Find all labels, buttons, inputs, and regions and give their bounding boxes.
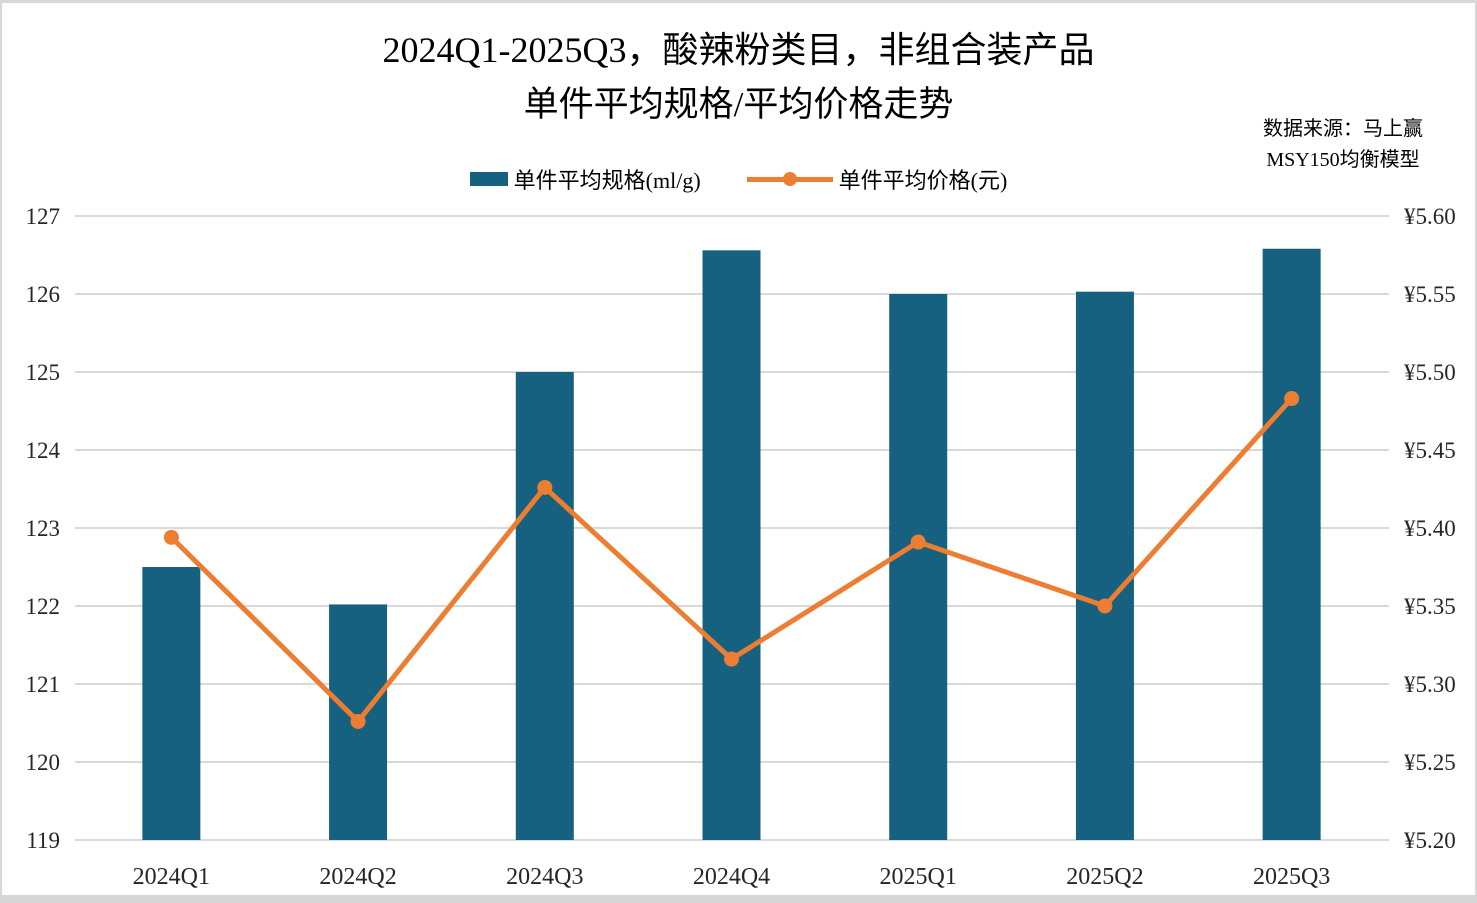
data-source-note: 数据来源：马上赢 MSY150均衡模型 <box>1263 114 1423 176</box>
price-point-2024Q2 <box>350 713 366 729</box>
right-axis-tick-label: ¥5.50 <box>1404 360 1456 385</box>
right-axis-tick-label: ¥5.60 <box>1404 204 1456 229</box>
chart-legend: 单件平均规格(ml/g) 单件平均价格(元) <box>2 163 1475 195</box>
x-axis-label-2024Q2: 2024Q2 <box>319 864 396 890</box>
left-axis-tick-label: 127 <box>26 204 61 229</box>
x-axis-label-2025Q3: 2025Q3 <box>1253 864 1330 890</box>
left-axis-tick-label: 126 <box>26 282 61 307</box>
x-axis-label-2025Q1: 2025Q1 <box>880 864 957 890</box>
right-axis-tick-label: ¥5.20 <box>1404 828 1456 853</box>
left-axis-tick-label: 120 <box>26 750 61 775</box>
right-axis-tick-label: ¥5.30 <box>1404 672 1456 697</box>
bar-2024Q4 <box>702 250 761 840</box>
legend-bar-label: 单件平均规格(ml/g) <box>513 168 701 193</box>
x-axis-label-2024Q3: 2024Q3 <box>506 864 583 890</box>
bar-2025Q2 <box>1075 291 1134 840</box>
left-axis-tick-label: 124 <box>26 438 61 463</box>
data-source-line1: 数据来源：马上赢 <box>1263 118 1423 140</box>
left-axis-tick-label: 121 <box>26 672 61 697</box>
bar-2024Q1 <box>142 567 201 840</box>
legend-line-label: 单件平均价格(元) <box>838 168 1008 193</box>
legend-item-price: 单件平均价格(元) <box>746 163 1008 195</box>
price-point-2025Q3 <box>1284 391 1300 407</box>
chart-title: 2024Q1-2025Q3，酸辣粉类目，非组合装产品 单件平均规格/平均价格走势 <box>2 25 1475 129</box>
right-axis-tick-label: ¥5.40 <box>1404 516 1456 541</box>
x-axis-label-2024Q1: 2024Q1 <box>133 864 210 890</box>
price-point-2025Q1 <box>910 534 926 550</box>
left-axis-tick-label: 125 <box>26 360 61 385</box>
bar-2024Q3 <box>515 372 574 840</box>
price-point-2024Q4 <box>724 651 739 667</box>
x-axis-label-2024Q4: 2024Q4 <box>693 864 770 890</box>
chart-title-line1: 2024Q1-2025Q3，酸辣粉类目，非组合装产品 <box>382 30 1095 70</box>
bar-2025Q3 <box>1262 248 1321 840</box>
left-axis-tick-label: 123 <box>26 516 61 541</box>
left-axis-tick-label: 119 <box>26 828 60 853</box>
price-point-2025Q2 <box>1097 598 1113 614</box>
data-source-line2: MSY150均衡模型 <box>1266 149 1420 171</box>
price-point-2024Q1 <box>163 529 179 545</box>
bar-series-swatch-icon <box>469 172 508 186</box>
right-axis-tick-label: ¥5.45 <box>1404 438 1456 463</box>
legend-item-spec: 单件平均规格(ml/g) <box>469 163 701 195</box>
line-series-swatch-icon <box>746 171 833 187</box>
price-point-2024Q3 <box>537 479 553 495</box>
x-axis-label-2025Q2: 2025Q2 <box>1066 864 1143 890</box>
chart-title-line2: 单件平均规格/平均价格走势 <box>523 85 954 124</box>
left-axis-tick-label: 122 <box>26 594 61 619</box>
right-axis-tick-label: ¥5.55 <box>1404 282 1456 307</box>
right-axis-tick-label: ¥5.35 <box>1404 594 1456 619</box>
right-axis-tick-label: ¥5.25 <box>1404 750 1456 775</box>
bar-2025Q1 <box>889 294 948 840</box>
chart-canvas: 2024Q1-2025Q3，酸辣粉类目，非组合装产品 单件平均规格/平均价格走势… <box>2 3 1475 895</box>
